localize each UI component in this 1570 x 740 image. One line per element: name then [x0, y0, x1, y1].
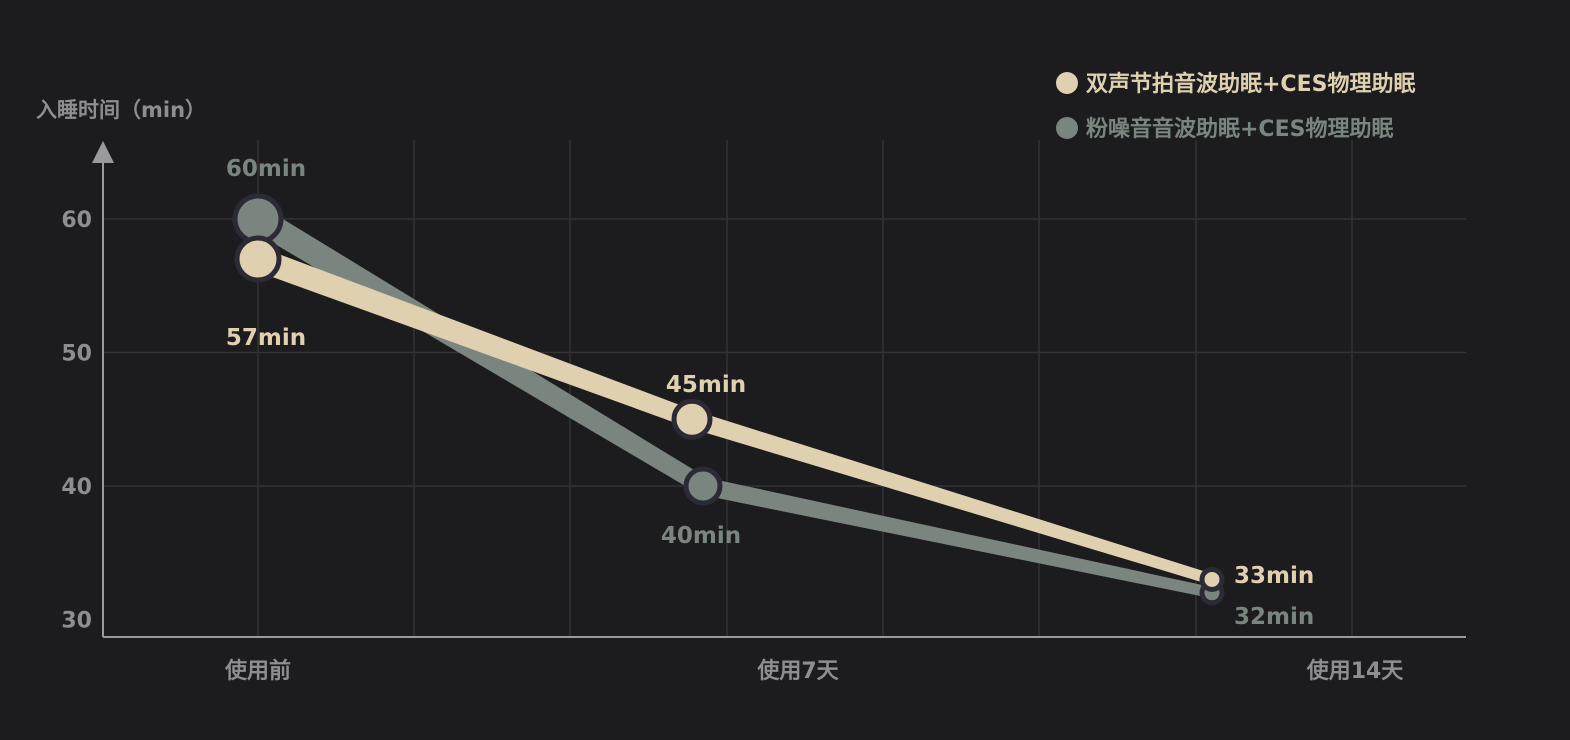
x-tick-label: 使用7天 [756, 659, 839, 684]
axes: 入睡时间（min） [36, 98, 1466, 638]
data-point [1199, 566, 1225, 592]
series-line-segment [689, 410, 1214, 585]
series-0: 57min 45min 33min [226, 235, 1314, 592]
series-line-segment [701, 477, 1214, 599]
legend-entry: 粉噪音音波助眠+CES物理助眠 [1086, 116, 1393, 142]
y-axis-label: 入睡时间（min） [36, 98, 206, 122]
y-tick-label: 40 [61, 475, 92, 500]
data-point [234, 235, 282, 283]
data-point [683, 466, 723, 506]
data-point [671, 398, 713, 440]
data-label: 32min [1234, 604, 1314, 630]
grid [103, 140, 1466, 637]
legend-marker-icon [1056, 72, 1078, 94]
y-axis-arrow-icon [92, 141, 114, 163]
y-tick-label: 60 [61, 208, 92, 233]
data-label: 60min [226, 156, 306, 182]
data-label: 45min [666, 372, 746, 398]
data-label: 33min [1234, 563, 1314, 589]
x-tick-label: 使用前 [224, 658, 291, 684]
legend-entry: 双声节拍音波助眠+CES物理助眠 [1086, 71, 1415, 97]
series-line-segment [253, 247, 696, 428]
y-tick-label: 50 [61, 342, 92, 367]
data-point [232, 193, 284, 245]
legend-marker-icon [1056, 117, 1078, 139]
data-label: 57min [226, 325, 306, 351]
x-tick-label: 使用14天 [1306, 659, 1405, 684]
y-tick-label: 30 [61, 609, 92, 634]
data-label: 40min [661, 523, 741, 549]
